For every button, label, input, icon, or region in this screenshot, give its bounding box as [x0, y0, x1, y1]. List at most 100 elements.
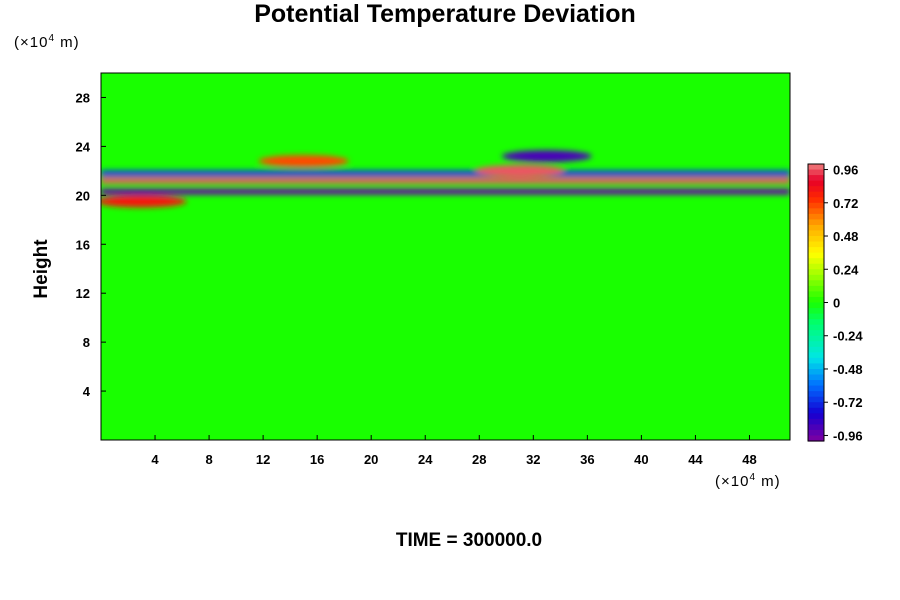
colorbar-cell: [808, 435, 824, 442]
x-unit-suffix: m): [756, 473, 781, 490]
colorbar-cell: [808, 319, 824, 326]
chart-title: Potential Temperature Deviation: [254, 0, 636, 28]
colorbar-label: -0.24: [833, 329, 863, 344]
colorbar-cell: [808, 380, 824, 387]
field-background: [101, 73, 790, 440]
colorbar-label: 0.96: [833, 163, 858, 178]
y-axis-unit: (×104 m): [14, 33, 80, 51]
colorbar-label: 0: [833, 296, 840, 311]
y-tick-label: 12: [76, 286, 90, 301]
colorbar-label: -0.72: [833, 395, 863, 410]
colorbar-cell: [808, 291, 824, 298]
colorbar-cell: [808, 252, 824, 259]
y-tick-label: 24: [76, 139, 91, 154]
colorbar-cell: [808, 263, 824, 270]
colorbar-cell: [808, 402, 824, 409]
x-unit-exponent: 4: [749, 472, 757, 483]
y-tick-label: 20: [76, 188, 90, 203]
x-tick-label: 12: [256, 452, 270, 467]
colorbar-cell: [808, 418, 824, 425]
colorbar-cell: [808, 164, 824, 171]
field-band: [101, 188, 790, 195]
colorbar-cell: [808, 391, 824, 398]
colorbar-cell: [808, 313, 824, 320]
y-unit-suffix: m): [55, 34, 80, 51]
colorbar-cell: [808, 224, 824, 232]
colorbar-cell: [808, 368, 824, 376]
field-features: [101, 150, 790, 208]
colorbar-cell: [808, 213, 824, 220]
field-blob: [474, 164, 565, 177]
plot-frame: [100, 72, 791, 441]
x-tick-label: 24: [418, 452, 433, 467]
colorbar-cell: [808, 346, 824, 353]
colorbar-cell: [808, 352, 824, 359]
colorbar-cell: [808, 258, 824, 265]
colorbar-cell: [808, 330, 824, 337]
colorbar-label: 0.72: [833, 196, 858, 211]
colorbar-label: -0.48: [833, 362, 863, 377]
x-tick-label: 4: [151, 452, 159, 467]
colorbar-cell: [808, 269, 824, 276]
x-tick-label: 40: [634, 452, 648, 467]
x-tick-label: 28: [472, 452, 486, 467]
x-unit-prefix: (×10: [715, 473, 750, 490]
colorbar-cell: [808, 274, 824, 281]
colorbar-label: 0.48: [833, 229, 858, 244]
colorbar-cell: [808, 302, 824, 309]
colorbar-cell: [808, 413, 824, 420]
colorbar-cell: [808, 357, 824, 365]
colorbar-cell: [808, 285, 824, 293]
colorbar-label: -0.96: [833, 428, 863, 443]
y-tick-label: 16: [76, 237, 90, 252]
colorbar-cell: [808, 407, 824, 414]
colorbar-cell: [808, 424, 824, 431]
colorbar-cell: [808, 324, 824, 331]
colorbar-cell: [808, 241, 824, 248]
field-blob: [258, 155, 349, 168]
colorbar-cell: [808, 385, 824, 392]
colorbar-cell: [808, 280, 824, 287]
x-tick-label: 36: [580, 452, 594, 467]
x-tick-label: 48: [742, 452, 756, 467]
x-tick-label: 8: [205, 452, 212, 467]
colorbar-cell: [808, 341, 824, 348]
colorbar-cell: [808, 429, 824, 437]
colorbar-cell: [808, 202, 824, 209]
colorbar-cell: [808, 296, 824, 304]
x-tick-label: 20: [364, 452, 378, 467]
colorbar-cell: [808, 169, 824, 176]
x-tick-label: 16: [310, 452, 324, 467]
x-axis-unit: (×104 m): [715, 472, 781, 490]
colorbar-cell: [808, 335, 824, 342]
field-blob: [501, 150, 592, 163]
colorbar-cell: [808, 236, 824, 243]
colorbar-cell: [808, 175, 824, 182]
colorbar-cell: [808, 396, 824, 403]
colorbar-cell: [808, 180, 824, 187]
colorbar-cell: [808, 363, 824, 370]
y-tick-label: 4: [83, 384, 91, 399]
colorbar-cell: [808, 208, 824, 215]
time-label: TIME = 300000.0: [395, 530, 543, 551]
colorbar-cell: [808, 374, 824, 381]
colorbar-cell: [808, 219, 824, 226]
y-tick-label: 8: [83, 335, 90, 350]
y-tick-label: 28: [76, 90, 90, 105]
colorbar-cell: [808, 197, 824, 204]
colorbar-cell: [808, 191, 824, 198]
colorbar-cell: [808, 230, 824, 237]
colorbar-label: 0.24: [833, 262, 859, 277]
colorbar-cell: [808, 186, 824, 193]
field-band: [101, 177, 790, 184]
x-tick-label: 32: [526, 452, 540, 467]
y-unit-exponent: 4: [48, 33, 56, 44]
field-band: [101, 170, 790, 177]
colorbar-cell: [808, 308, 824, 315]
colorbar-cell: [808, 247, 824, 254]
x-tick-label: 44: [688, 452, 703, 467]
y-unit-prefix: (×10: [14, 34, 49, 51]
field-blob: [101, 195, 187, 208]
